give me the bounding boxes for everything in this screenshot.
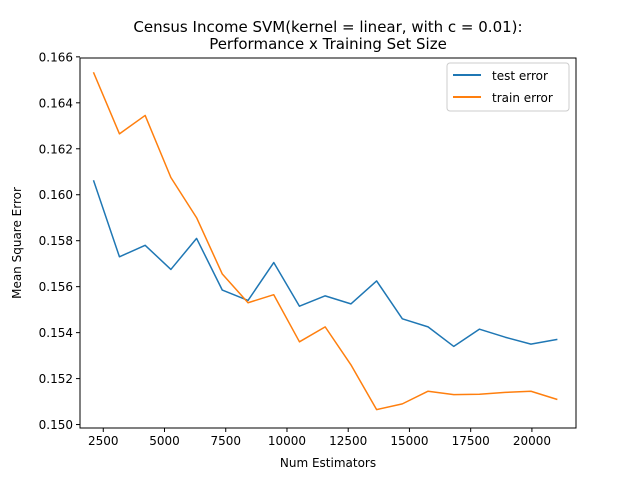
y-tick-label: 0.160 bbox=[39, 188, 73, 202]
x-tick-label: 17500 bbox=[452, 434, 490, 448]
x-axis-ticks: 2500 5000 7500 10000 12500 15000 17500 20000 bbox=[88, 428, 551, 448]
legend-label-test-error: test error bbox=[492, 69, 548, 83]
y-axis-ticks: 0.150 0.152 0.154 0.156 0.158 0.160 0.162 0.164… bbox=[39, 50, 80, 432]
y-axis-label: Mean Square Error bbox=[10, 187, 24, 299]
legend: test error train error bbox=[446, 62, 570, 112]
x-tick-label: 20000 bbox=[513, 434, 551, 448]
legend-label-train-error: train error bbox=[492, 91, 553, 105]
series-lines bbox=[92, 71, 558, 411]
chart-title-line-1: Census Income SVM(kernel = linear, with … bbox=[133, 18, 522, 36]
y-tick-label: 0.156 bbox=[39, 280, 73, 294]
x-tick-label: 10000 bbox=[268, 434, 306, 448]
y-tick-label: 0.166 bbox=[39, 50, 73, 64]
chart-title-line-2: Performance x Training Set Size bbox=[209, 35, 447, 53]
y-tick-label: 0.164 bbox=[39, 96, 73, 110]
x-tick-label: 5000 bbox=[149, 434, 180, 448]
y-tick-label: 0.154 bbox=[39, 326, 73, 340]
x-tick-label: 12500 bbox=[329, 434, 367, 448]
x-axis-label: Num Estimators bbox=[280, 456, 376, 470]
y-tick-label: 0.150 bbox=[39, 418, 73, 432]
y-tick-label: 0.162 bbox=[39, 142, 73, 156]
x-tick-label: 2500 bbox=[88, 434, 119, 448]
x-tick-label: 15000 bbox=[390, 434, 428, 448]
plot-frame bbox=[79, 57, 577, 429]
y-tick-label: 0.158 bbox=[39, 234, 73, 248]
y-tick-label: 0.152 bbox=[39, 372, 73, 386]
x-tick-label: 7500 bbox=[210, 434, 241, 448]
